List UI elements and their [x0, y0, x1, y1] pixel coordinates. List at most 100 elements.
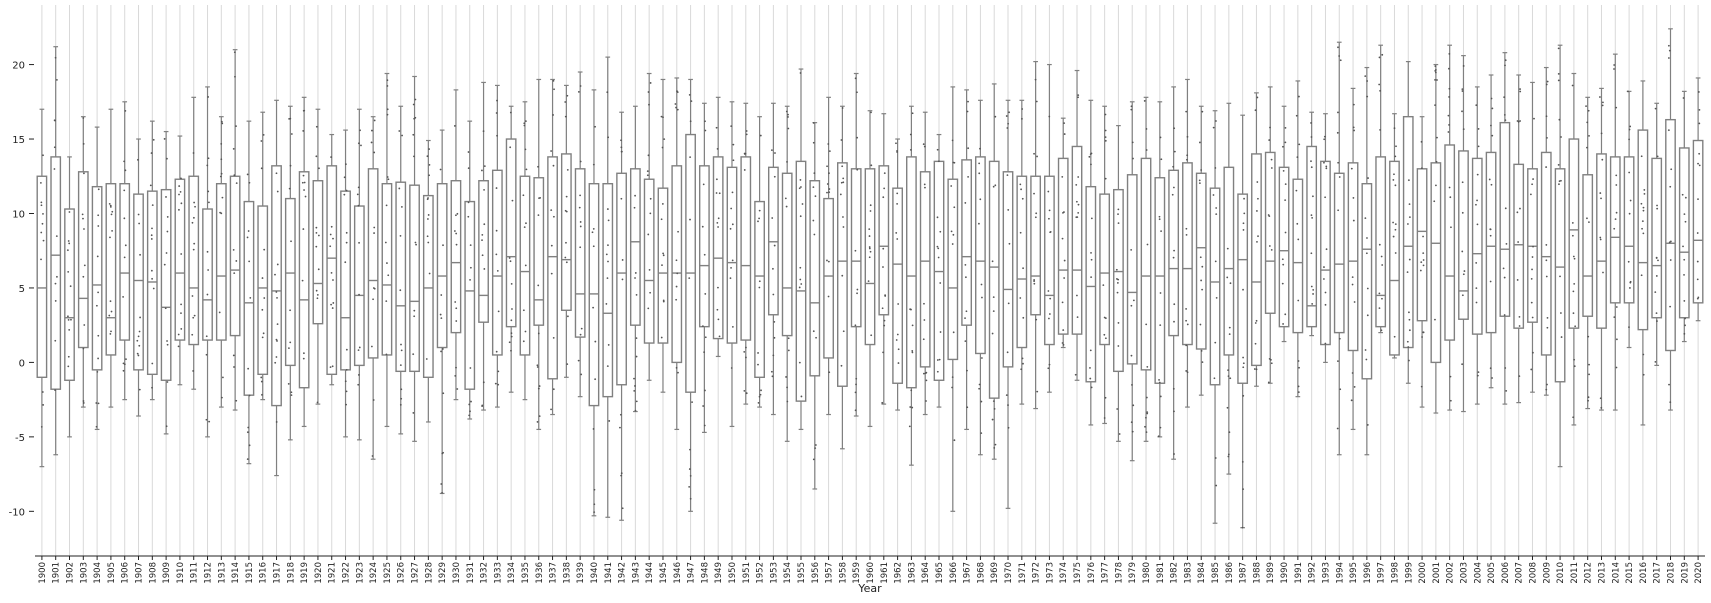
data-point [607, 260, 609, 263]
box-1918 [284, 105, 296, 441]
data-point [246, 431, 249, 434]
data-point [937, 256, 940, 259]
data-point [605, 303, 608, 305]
data-point [1682, 245, 1684, 248]
data-point [773, 336, 776, 339]
data-point [481, 405, 484, 407]
data-point [344, 261, 347, 264]
data-point [497, 370, 500, 373]
box-1989 [1264, 86, 1276, 384]
box-1995 [1347, 87, 1359, 431]
data-point [262, 133, 265, 136]
data-point [301, 181, 304, 184]
data-point [676, 91, 679, 93]
data-point [122, 362, 125, 365]
data-point [1077, 211, 1080, 214]
data-point [1284, 141, 1287, 144]
box-2012 [1582, 96, 1594, 410]
data-point [774, 152, 776, 154]
data-point [856, 91, 858, 94]
box-iqr [1430, 162, 1442, 364]
box-iqr [616, 172, 627, 386]
x-tick-label: 1935 [521, 562, 531, 584]
data-point [855, 383, 857, 386]
data-point [1477, 145, 1480, 148]
data-point [290, 240, 292, 243]
x-tick-label: 1952 [756, 562, 766, 584]
data-point [967, 175, 969, 178]
data-point [97, 214, 100, 217]
x-tick-label: 1973 [1045, 562, 1055, 584]
x-tick-label: 2013 [1597, 562, 1607, 584]
data-point [152, 287, 155, 290]
data-point [882, 196, 885, 199]
data-point [1256, 96, 1259, 99]
x-tick-label: 1946 [673, 562, 683, 584]
data-point [495, 350, 498, 353]
x-tick-label: 1930 [452, 562, 462, 584]
data-point [318, 167, 320, 170]
data-point [1007, 122, 1010, 125]
data-point [1201, 361, 1204, 363]
data-point [1116, 291, 1119, 294]
x-tick-label: 1961 [880, 562, 890, 584]
data-point [1587, 109, 1590, 112]
data-point [1628, 171, 1631, 174]
data-point [483, 165, 486, 168]
box-1915 [243, 120, 255, 465]
x-tick-label: 1990 [1280, 562, 1290, 584]
data-point [1117, 345, 1120, 347]
x-tick-label: 1921 [328, 562, 338, 584]
data-point [55, 235, 58, 238]
x-tick-label: 2015 [1625, 562, 1635, 584]
box-1943 [629, 105, 641, 413]
data-point [164, 307, 167, 310]
box-iqr [1016, 175, 1028, 349]
data-point [896, 192, 899, 195]
data-point [510, 349, 512, 352]
data-point [854, 391, 857, 394]
data-point [646, 174, 649, 177]
data-point [1227, 369, 1229, 372]
data-point [1215, 120, 1217, 122]
data-point [207, 96, 209, 98]
data-point [468, 414, 471, 417]
data-point [1117, 222, 1120, 225]
data-point [814, 195, 817, 198]
data-point [95, 425, 98, 428]
data-point [717, 286, 719, 289]
box-1963 [906, 105, 917, 466]
data-point [759, 134, 762, 137]
boxes [36, 28, 1704, 529]
x-tick-label: 1913 [217, 562, 227, 584]
data-point [1669, 305, 1672, 308]
box-1924 [367, 116, 379, 460]
x-tick-label: 1933 [493, 562, 503, 584]
data-point [345, 241, 348, 244]
box-1909 [160, 130, 172, 435]
x-tick-label: 1943 [631, 562, 641, 584]
data-point [647, 91, 650, 93]
data-point [1613, 316, 1616, 319]
data-point [83, 264, 86, 267]
x-tick-label: 1988 [1252, 562, 1262, 584]
data-point [1628, 326, 1630, 329]
data-point [1517, 241, 1520, 243]
data-point [469, 367, 472, 369]
data-point [854, 409, 857, 412]
data-point [731, 325, 734, 328]
data-point [1255, 368, 1258, 371]
data-point [68, 211, 71, 213]
data-point [1033, 192, 1035, 195]
data-point [1047, 190, 1050, 193]
data-point [193, 201, 196, 204]
data-point [1227, 453, 1230, 456]
data-point [1629, 281, 1632, 284]
data-point [1310, 122, 1312, 124]
data-point [1007, 426, 1010, 429]
box-iqr [975, 156, 986, 355]
data-point [1683, 332, 1686, 335]
data-point [385, 204, 388, 207]
data-point [966, 110, 969, 113]
data-point [495, 253, 498, 256]
